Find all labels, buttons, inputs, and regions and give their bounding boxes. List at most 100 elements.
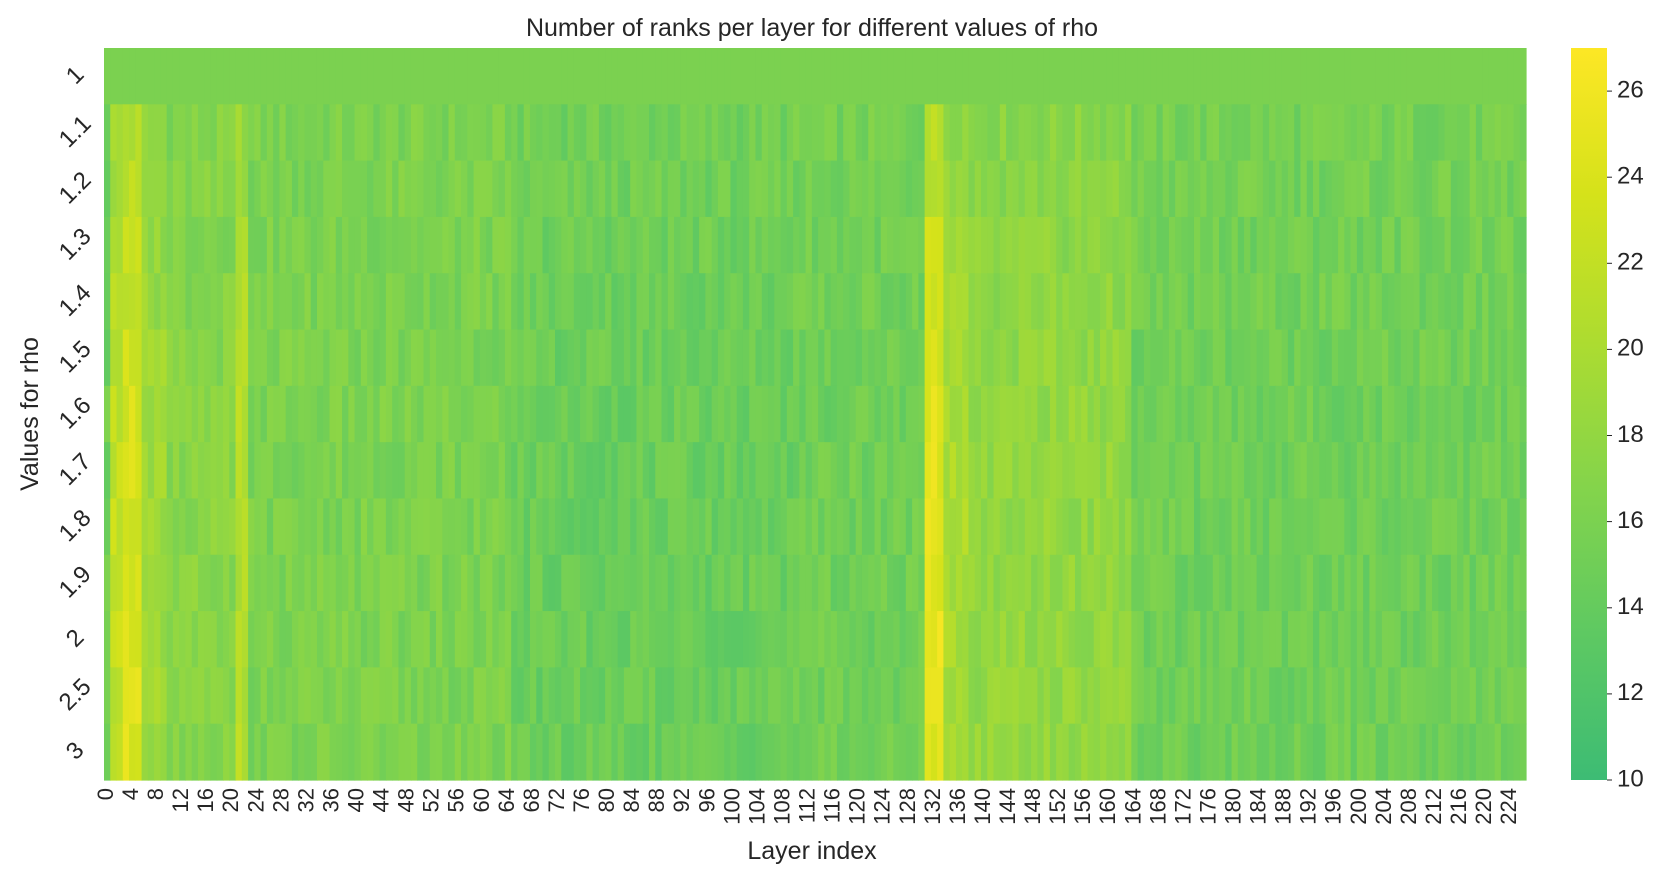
heatmap-cell xyxy=(210,329,218,387)
heatmap-cell xyxy=(586,611,594,668)
heatmap-cell xyxy=(504,611,512,668)
heatmap-cell xyxy=(605,723,613,781)
heatmap-cell xyxy=(110,667,118,725)
heatmap-cell xyxy=(1519,104,1527,162)
heatmap-cell xyxy=(905,611,913,668)
heatmap-cell xyxy=(1112,611,1120,668)
heatmap-cell xyxy=(924,498,932,556)
heatmap-cell xyxy=(742,48,750,105)
heatmap-cell xyxy=(116,48,124,105)
heatmap-cell xyxy=(1488,160,1496,218)
heatmap-cell xyxy=(429,611,437,668)
heatmap-cell xyxy=(298,667,306,725)
heatmap-cell xyxy=(661,160,669,218)
heatmap-cell xyxy=(1344,160,1352,218)
heatmap-cell xyxy=(580,667,587,725)
heatmap-cell xyxy=(561,723,569,781)
heatmap-cell xyxy=(674,723,681,781)
heatmap-cell xyxy=(567,385,575,443)
heatmap-cell xyxy=(1125,160,1132,218)
heatmap-cell xyxy=(680,216,688,274)
heatmap-cell xyxy=(1300,667,1308,725)
heatmap-cell xyxy=(623,554,631,612)
heatmap-cell xyxy=(1031,554,1038,612)
heatmap-cell xyxy=(1100,667,1107,725)
heatmap-cell xyxy=(1219,385,1226,443)
heatmap-cell xyxy=(555,723,562,781)
heatmap-cell xyxy=(1356,442,1364,500)
heatmap-cell xyxy=(692,554,700,612)
heatmap-cell xyxy=(699,385,706,443)
heatmap-cell xyxy=(786,442,794,500)
heatmap-cell xyxy=(1112,667,1120,725)
heatmap-cell xyxy=(999,385,1007,443)
heatmap-cell xyxy=(1106,385,1114,443)
heatmap-cell xyxy=(511,329,519,387)
heatmap-cell xyxy=(1513,723,1521,781)
heatmap-cell xyxy=(905,723,913,781)
heatmap-cell xyxy=(1250,329,1258,387)
heatmap-cell xyxy=(1262,104,1270,162)
heatmap-cell xyxy=(1156,611,1164,668)
heatmap-cell xyxy=(699,216,706,274)
heatmap-cell xyxy=(298,273,306,331)
heatmap-cell xyxy=(805,48,813,105)
heatmap-cell xyxy=(1350,723,1358,781)
heatmap-cell xyxy=(1200,611,1208,668)
heatmap-cell xyxy=(987,498,995,556)
heatmap-cell xyxy=(824,273,832,331)
heatmap-cell xyxy=(999,216,1007,274)
heatmap-cell xyxy=(1338,104,1345,162)
heatmap-cell xyxy=(717,385,725,443)
heatmap-cell xyxy=(423,667,431,725)
heatmap-cell xyxy=(1231,554,1239,612)
heatmap-cell xyxy=(974,554,982,612)
heatmap-cell xyxy=(110,48,118,105)
heatmap-cell xyxy=(116,160,124,218)
heatmap-cell xyxy=(1143,329,1151,387)
heatmap-cell xyxy=(1031,216,1038,274)
heatmap-cell xyxy=(1507,498,1515,556)
heatmap-cell xyxy=(285,273,293,331)
heatmap-cell xyxy=(1074,48,1082,105)
heatmap-cell xyxy=(649,611,656,668)
heatmap-cell xyxy=(1300,216,1308,274)
heatmap-cell xyxy=(1125,442,1132,500)
heatmap-cell xyxy=(129,723,136,781)
heatmap-cell xyxy=(172,160,180,218)
heatmap-cell xyxy=(542,723,550,781)
heatmap-cell xyxy=(1225,329,1233,387)
heatmap-cell xyxy=(329,216,337,274)
heatmap-cell xyxy=(1287,442,1295,500)
heatmap-cell xyxy=(1143,667,1151,725)
heatmap-cell xyxy=(1131,160,1139,218)
heatmap-cell xyxy=(448,611,456,668)
heatmap-cell xyxy=(548,498,556,556)
heatmap-cell xyxy=(1325,48,1333,105)
heatmap-cell xyxy=(949,442,957,500)
heatmap-cell xyxy=(711,667,719,725)
heatmap-cell xyxy=(1375,48,1383,105)
heatmap-cell xyxy=(1338,385,1345,443)
heatmap-cell xyxy=(1281,554,1289,612)
heatmap-cell xyxy=(147,554,155,612)
heatmap-cell xyxy=(1375,611,1383,668)
heatmap-cell xyxy=(874,667,882,725)
x-tick-label: 224 xyxy=(1496,788,1521,825)
heatmap-cell xyxy=(429,498,437,556)
heatmap-cell xyxy=(1507,48,1515,105)
heatmap-cell xyxy=(611,723,619,781)
heatmap-cell xyxy=(930,104,938,162)
heatmap-cell xyxy=(316,498,324,556)
heatmap-cell xyxy=(830,554,838,612)
heatmap-cell xyxy=(586,329,594,387)
heatmap-cell xyxy=(1244,48,1251,105)
heatmap-cell xyxy=(1043,442,1051,500)
heatmap-cell xyxy=(1125,104,1132,162)
heatmap-cell xyxy=(1049,273,1057,331)
heatmap-cell xyxy=(630,216,638,274)
heatmap-cell xyxy=(1432,216,1439,274)
heatmap-cell xyxy=(185,442,193,500)
heatmap-cell xyxy=(786,498,794,556)
heatmap-cell xyxy=(1256,554,1264,612)
